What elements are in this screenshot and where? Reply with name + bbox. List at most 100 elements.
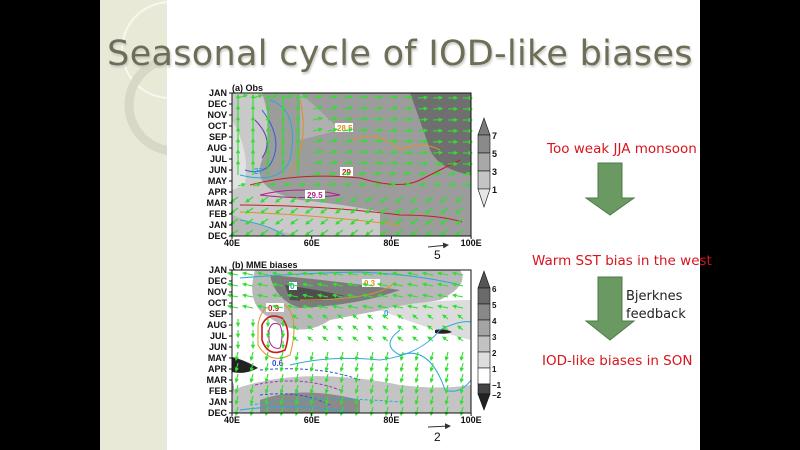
wind-vector-icon <box>414 362 419 373</box>
wind-vector-icon <box>436 304 449 309</box>
flow-down-arrow-icon <box>584 276 636 341</box>
wind-vector-icon <box>421 282 434 287</box>
wind-vector-icon <box>234 384 239 395</box>
wind-vector-icon <box>384 373 389 384</box>
wind-vector-icon <box>372 106 384 111</box>
panel-a-reference-arrow-icon <box>427 242 449 249</box>
wind-vector-icon <box>234 406 239 417</box>
wind-vector-icon <box>305 196 314 203</box>
svg-text:0: 0 <box>384 309 389 318</box>
wind-vector-icon <box>234 373 239 384</box>
wind-vector-icon <box>459 384 464 395</box>
wind-vector-icon <box>286 293 299 298</box>
wind-vector-icon <box>395 207 404 214</box>
month-tick-label: JAN <box>209 397 227 407</box>
wind-vector-icon <box>342 94 354 100</box>
month-tick-label: JAN <box>209 265 227 275</box>
wind-vector-icon <box>455 196 464 203</box>
wind-vector-icon <box>271 282 284 287</box>
wind-vector-icon <box>279 351 284 362</box>
month-tick-label: JUN <box>209 342 227 352</box>
wind-vector-icon <box>241 271 254 276</box>
wind-vector-icon <box>234 395 239 406</box>
wind-vector-icon <box>352 325 359 331</box>
wind-vector-icon <box>354 362 359 373</box>
flow-step-monsoon: Too weak JJA monsoon <box>547 141 697 157</box>
wind-vector-icon <box>309 395 314 406</box>
month-tick-label: MAY <box>208 176 227 186</box>
wind-vector-icon <box>350 229 359 236</box>
wind-vector-icon <box>264 406 269 417</box>
wind-vector-icon <box>331 304 344 309</box>
wind-vector-icon <box>432 171 442 177</box>
wind-vector-icon <box>391 293 404 298</box>
wind-vector-icon <box>372 139 384 144</box>
svg-text:29.5: 29.5 <box>307 191 323 200</box>
wind-vector-icon <box>267 182 277 188</box>
month-tick-label: MAR <box>207 375 228 385</box>
wind-vector-icon <box>391 271 404 276</box>
month-tick-label: MAR <box>207 198 228 208</box>
bjerknes-label-line1: Bjerknes <box>626 289 683 304</box>
wind-vector-icon <box>307 325 314 331</box>
wind-vector-icon <box>425 207 434 214</box>
wind-vector-icon <box>292 314 299 320</box>
wind-vector-icon <box>399 373 404 384</box>
month-tick-label: JUL <box>210 331 228 341</box>
wind-vector-icon <box>417 128 429 133</box>
wind-vector-icon <box>279 362 284 373</box>
wind-vector-icon <box>429 373 434 384</box>
wind-vector-icon <box>312 116 324 121</box>
wind-vector-icon <box>316 293 329 298</box>
wind-vector-icon <box>459 351 464 362</box>
wind-vector-icon <box>436 271 449 276</box>
wind-vector-icon <box>357 116 369 122</box>
wind-vector-icon <box>399 395 404 406</box>
slide-title: Seasonal cycle of IOD-like biases <box>107 34 693 74</box>
wind-vector-icon <box>226 304 239 309</box>
wind-vector-icon <box>354 395 359 406</box>
wind-vector-icon <box>294 406 299 417</box>
wind-vector-icon <box>357 94 369 100</box>
wind-vector-icon <box>414 406 419 417</box>
wind-vector-icon <box>350 207 359 214</box>
wind-vector-icon <box>387 161 399 166</box>
wind-vector-icon <box>361 282 374 287</box>
wind-vector-icon <box>384 395 389 406</box>
wind-vector-icon <box>367 314 374 320</box>
wind-vector-icon <box>335 207 344 214</box>
wind-vector-icon <box>457 314 464 320</box>
wind-vector-icon <box>241 282 254 287</box>
month-tick-label: DEC <box>208 99 228 109</box>
wind-vector-icon <box>432 182 442 188</box>
wind-vector-icon <box>327 182 337 188</box>
wind-vector-icon <box>290 207 299 214</box>
wind-vector-icon <box>294 373 299 384</box>
wind-vector-icon <box>410 196 419 203</box>
wind-vector-icon <box>309 362 314 373</box>
wind-vector-icon <box>226 293 239 298</box>
wind-vector-icon <box>455 218 464 225</box>
wind-vector-icon <box>372 182 382 188</box>
wind-vector-icon <box>234 351 239 362</box>
month-tick-label: SEP <box>209 309 227 319</box>
wind-vector-icon <box>429 406 434 417</box>
wind-vector-icon <box>444 362 449 373</box>
wind-vector-icon <box>241 293 254 298</box>
wind-vector-icon <box>264 384 269 395</box>
wind-vector-icon <box>335 229 344 236</box>
svg-text:1: 1 <box>492 365 497 374</box>
wind-vector-icon <box>429 395 434 406</box>
wind-vector-icon <box>427 325 434 331</box>
wind-vector-icon <box>357 160 369 166</box>
month-tick-label: OCT <box>208 121 228 131</box>
month-tick-label: FEB <box>209 386 228 396</box>
wind-vector-icon <box>279 406 284 417</box>
wind-vector-icon <box>369 351 374 362</box>
wind-vector-icon <box>402 128 414 133</box>
month-tick-label: NOV <box>207 287 227 297</box>
wind-vector-icon <box>387 171 397 177</box>
wind-vector-icon <box>357 105 369 111</box>
wind-vector-icon <box>312 171 322 177</box>
wind-vector-icon <box>395 218 404 225</box>
